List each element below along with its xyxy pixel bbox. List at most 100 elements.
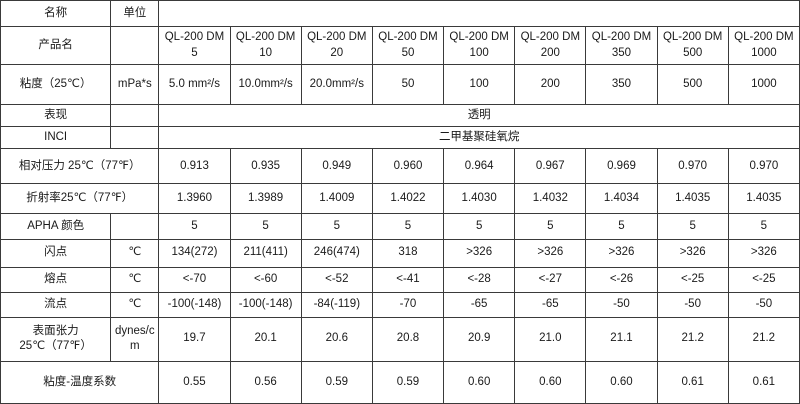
table-cell: 5 — [229, 213, 302, 240]
table-cell: <-25 — [656, 266, 729, 293]
table-cell: QL-200 DM 20 — [300, 26, 373, 66]
row-unit: ℃ — [110, 266, 160, 293]
table-cell: 0.60 — [514, 360, 587, 404]
table-cell: 500 — [656, 64, 729, 106]
table-cell: 0.935 — [229, 148, 302, 185]
table-cell: 0.913 — [158, 148, 231, 185]
table-cell: 318 — [371, 238, 445, 268]
row-label: 表现 — [0, 104, 112, 128]
table-cell: -50 — [727, 291, 800, 318]
table-cell: 0.59 — [371, 360, 445, 404]
table-cell: 0.55 — [158, 360, 231, 404]
row-label: APHA 颜色 — [0, 213, 112, 240]
table-row-relative-density: 相对压力 25℃（77℉） 0.913 0.935 0.949 0.960 0.… — [0, 148, 800, 185]
table-cell: <-60 — [229, 266, 302, 293]
row-unit — [110, 126, 160, 150]
table-cell: 5 — [656, 213, 729, 240]
table-cell: 21.0 — [514, 316, 587, 362]
table-cell: 100 — [443, 64, 516, 106]
table-cell: 5 — [300, 213, 373, 240]
table-cell: 0.56 — [229, 360, 302, 404]
row-label: 表面张力 25℃（77℉） — [0, 316, 112, 362]
row-label: 熔点 — [0, 266, 112, 293]
table-cell: -70 — [371, 291, 445, 318]
table-cell: 0.61 — [727, 360, 800, 404]
header-name-label: 名称 — [0, 0, 112, 28]
table-cell: 20.8 — [371, 316, 445, 362]
row-unit — [110, 26, 160, 66]
table-cell: QL-200 DM 500 — [656, 26, 729, 66]
table-row-appearance: 表现 透明 — [0, 104, 800, 128]
table-cell: 0.960 — [371, 148, 445, 185]
table-row-viscosity: 粘度（25℃） mPa*s 5.0 mm²/s 10.0mm²/s 20.0mm… — [0, 64, 800, 106]
table-cell: 211(411) — [229, 238, 302, 268]
table-row-melting-point: 熔点 ℃ <-70 <-60 <-52 <-41 <-28 <-27 <-26 … — [0, 266, 800, 293]
table-cell: 0.964 — [443, 148, 516, 185]
table-cell: 10.0mm²/s — [229, 64, 302, 106]
table-cell: <-27 — [514, 266, 587, 293]
table-cell: -100(-148) — [158, 291, 231, 318]
row-label: 折射率25℃（77℉） — [0, 183, 160, 215]
table-cell: 5 — [158, 213, 231, 240]
header-unit-label: 单位 — [110, 0, 160, 28]
row-label: 闪点 — [0, 238, 112, 268]
header-empty-cell — [158, 0, 800, 28]
row-unit — [110, 213, 160, 240]
table-cell: QL-200 DM 1000 — [727, 26, 800, 66]
table-cell: >326 — [656, 238, 729, 268]
table-cell: -50 — [585, 291, 658, 318]
table-cell: 21.2 — [727, 316, 800, 362]
table-row-inci: INCI 二甲基聚硅氧烷 — [0, 126, 800, 150]
table-cell: <-25 — [727, 266, 800, 293]
table-cell: QL-200 DM 350 — [585, 26, 658, 66]
table-cell: 0.970 — [727, 148, 800, 185]
table-cell: 20.9 — [443, 316, 516, 362]
row-unit — [110, 104, 160, 128]
table-cell: <-70 — [158, 266, 231, 293]
table-cell: 5 — [585, 213, 658, 240]
table-cell: 0.60 — [443, 360, 516, 404]
row-label: 产品名 — [0, 26, 112, 66]
table-cell: 5.0 mm²/s — [158, 64, 231, 106]
table-cell: -65 — [443, 291, 516, 318]
table-cell: 1.4030 — [443, 183, 516, 215]
table-cell: 246(474) — [300, 238, 373, 268]
table-cell: 21.2 — [656, 316, 729, 362]
table-cell: 0.969 — [585, 148, 658, 185]
table-cell: 21.1 — [585, 316, 658, 362]
table-cell: 5 — [371, 213, 445, 240]
table-cell: >326 — [727, 238, 800, 268]
table-row-flash-point: 闪点 ℃ 134(272) 211(411) 246(474) 318 >326… — [0, 238, 800, 268]
table-cell: QL-200 DM 100 — [443, 26, 516, 66]
table-header-row: 名称 单位 — [0, 0, 800, 28]
table-cell: QL-200 DM 200 — [514, 26, 587, 66]
table-cell: 350 — [585, 64, 658, 106]
table-cell-merged: 透明 — [158, 104, 800, 128]
row-label: 粘度（25℃） — [0, 64, 112, 106]
table-cell: 0.949 — [300, 148, 373, 185]
row-label: INCI — [0, 126, 112, 150]
table-cell: QL-200 DM 50 — [371, 26, 445, 66]
table-cell: -50 — [656, 291, 729, 318]
row-unit: dynes/cm — [110, 316, 160, 362]
table-cell: 0.967 — [514, 148, 587, 185]
row-unit: mPa*s — [110, 64, 160, 106]
table-cell: 5 — [727, 213, 800, 240]
table-cell: QL-200 DM 5 — [158, 26, 231, 66]
table-cell: 0.970 — [656, 148, 729, 185]
table-cell-merged: 二甲基聚硅氧烷 — [158, 126, 800, 150]
table-cell: >326 — [585, 238, 658, 268]
row-unit: ℃ — [110, 238, 160, 268]
table-cell: 0.60 — [585, 360, 658, 404]
table-row-apha-color: APHA 颜色 5 5 5 5 5 5 5 5 5 — [0, 213, 800, 240]
table-cell: 0.59 — [300, 360, 373, 404]
table-row-product-name: 产品名 QL-200 DM 5 QL-200 DM 10 QL-200 DM 2… — [0, 26, 800, 66]
table-cell: 19.7 — [158, 316, 231, 362]
table-cell: 0.61 — [656, 360, 729, 404]
table-row-viscosity-temperature-coefficient: 粘度-温度系数 0.55 0.56 0.59 0.59 0.60 0.60 0.… — [0, 360, 800, 404]
table-cell: 20.6 — [300, 316, 373, 362]
table-cell: 1.4032 — [514, 183, 587, 215]
table-cell: <-28 — [443, 266, 516, 293]
table-cell: >326 — [514, 238, 587, 268]
table-cell: 5 — [443, 213, 516, 240]
